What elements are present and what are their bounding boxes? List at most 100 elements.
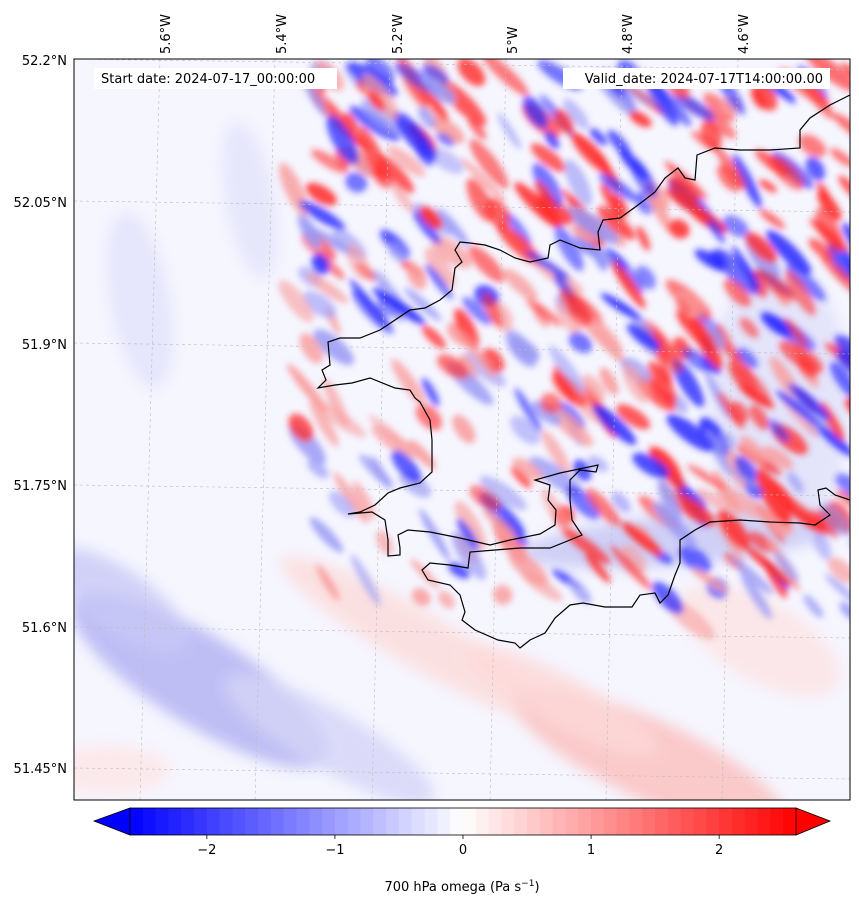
descent-band [657, 478, 682, 523]
ascent-band [362, 73, 399, 120]
descent-band [448, 562, 470, 579]
ascent-band [288, 413, 314, 442]
ascent-band [335, 148, 350, 169]
colorbar-bin [296, 808, 310, 835]
ascent-band [554, 108, 574, 135]
colorbar-bin [373, 808, 387, 835]
colorbar-bin [270, 808, 285, 835]
ascent-band [457, 59, 486, 87]
ascent-band [371, 425, 417, 459]
colorbar-bin [334, 808, 349, 835]
descent-band [462, 296, 492, 325]
colorbar-bin [155, 808, 170, 835]
descent-band [564, 159, 593, 206]
descent-band [345, 171, 368, 193]
descent-band [421, 377, 440, 407]
descent-band [514, 387, 542, 433]
descent-band [525, 250, 571, 280]
ascent-band [541, 430, 571, 474]
descent-band [510, 337, 540, 362]
descent-band [404, 287, 442, 322]
ascent-band [747, 531, 776, 553]
ascent-band [411, 587, 431, 607]
ascent-band [739, 385, 775, 409]
ascent-band [468, 245, 505, 283]
descent-band [510, 415, 541, 445]
colorbar-bin [757, 808, 771, 835]
lon-tick-label: 5.4°W [275, 14, 290, 54]
ascent-band [481, 292, 504, 328]
colorbar-bin [629, 808, 643, 835]
ascent-band [452, 414, 476, 444]
ascent-band [766, 478, 796, 510]
start-date-box [94, 68, 337, 89]
descent-band [773, 551, 799, 582]
descent-band [682, 348, 713, 373]
descent-band [372, 287, 426, 325]
ascent-band [377, 154, 415, 194]
ascent-band [784, 318, 808, 347]
ascent-band [758, 209, 786, 229]
start-date-text: Start date: 2024-07-17_00:00:00 [101, 72, 315, 87]
descent-band [805, 156, 825, 181]
ascent-band [570, 225, 596, 244]
ascent-band [611, 193, 629, 217]
descent-band [391, 449, 422, 484]
descent-band [600, 293, 642, 321]
descent-band [419, 508, 451, 562]
descent-band [532, 163, 563, 207]
colorbar-bin [514, 808, 528, 835]
lon-tick-label: 4.8°W [621, 14, 636, 54]
descent-band [479, 475, 527, 511]
colorbar-bin [463, 808, 477, 835]
colorbar-tick-label: 1 [587, 843, 595, 858]
ascent-band [785, 270, 816, 316]
ascent-band [582, 320, 628, 366]
descent-band [307, 459, 329, 479]
ascent-band [749, 404, 769, 431]
descent-band [428, 147, 464, 174]
lon-tick-label: 4.6°W [737, 14, 752, 54]
ascent-band [525, 298, 563, 327]
ascent-band [287, 363, 327, 412]
descent-band [652, 581, 684, 615]
descent-band [311, 253, 330, 275]
colorbar-label: 700 hPa omega (Pa s−1) [384, 879, 539, 895]
ascent-band [424, 247, 456, 288]
colorbar-bin [616, 808, 631, 835]
descent-band [620, 83, 658, 108]
colorbar-bin [283, 808, 298, 835]
colorbar-bin [680, 808, 695, 835]
descent-band [788, 383, 830, 421]
colorbar-bin [770, 808, 784, 835]
ascent-band [421, 325, 446, 349]
ascent-band [599, 367, 619, 396]
ascent-band [419, 206, 443, 230]
colorbar-bin [411, 808, 426, 835]
colorbar: −2 −1 0 1 2 700 hPa omega (Pa s−1) [92, 807, 832, 895]
ascent-band [391, 358, 426, 407]
colorbar-bin [578, 808, 592, 835]
colorbar-bin [783, 808, 797, 835]
valid-date-text: Valid_date: 2024-07-17T14:00:00.00 [585, 72, 823, 87]
ascent-band [665, 489, 716, 526]
ascent-band [315, 400, 366, 438]
ascent-band [762, 446, 794, 470]
colorbar-bin [488, 808, 503, 835]
colorbar-bin [258, 808, 272, 835]
coastline [316, 94, 850, 649]
ascent-band [769, 155, 804, 190]
lat-tick-label: 51.9°N [22, 338, 67, 353]
ascent-band [469, 139, 509, 189]
descent-band [716, 432, 736, 452]
ascent-band [723, 278, 752, 307]
descent-band [737, 347, 758, 369]
ascent-band [691, 567, 729, 593]
descent-band [834, 335, 850, 374]
ascent-band [668, 219, 690, 239]
ascent-band [551, 372, 588, 408]
ascent-band [808, 238, 834, 261]
lon-tick-label: 5°W [506, 26, 521, 54]
descent-band [836, 350, 850, 382]
